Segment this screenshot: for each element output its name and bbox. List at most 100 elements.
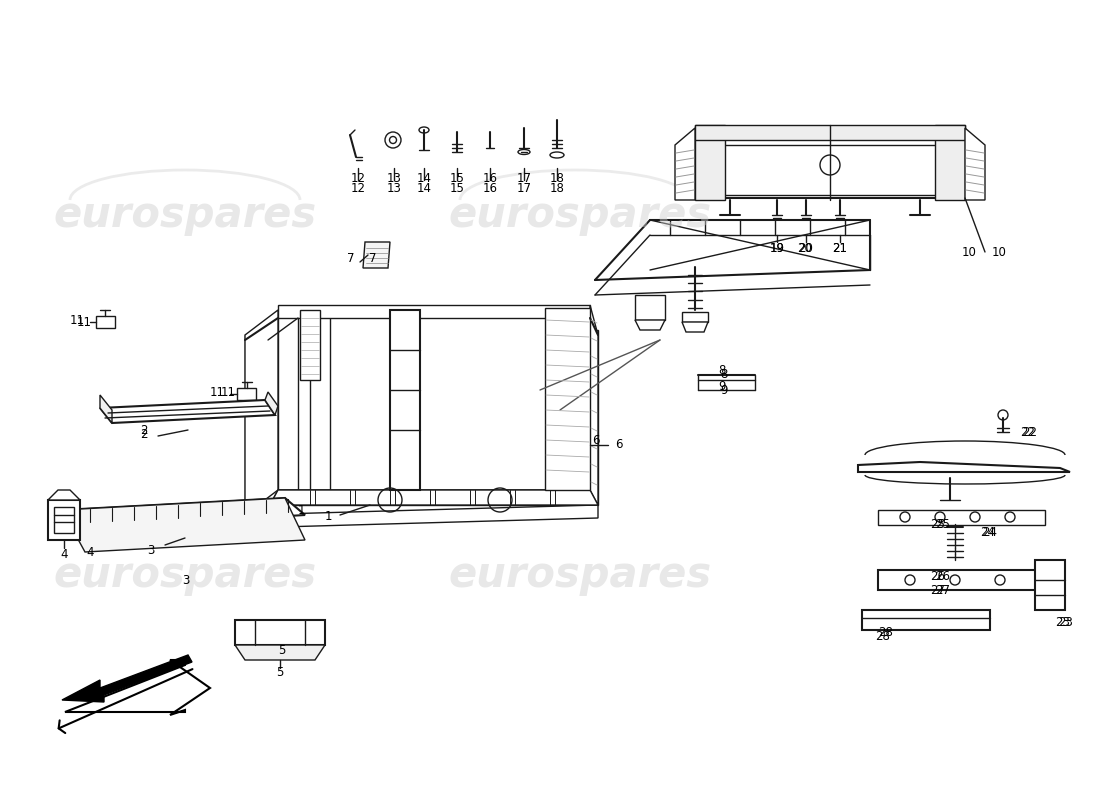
Polygon shape <box>245 335 265 515</box>
Text: 28: 28 <box>874 630 890 643</box>
Text: 14: 14 <box>417 182 431 194</box>
Text: 22: 22 <box>1020 426 1035 438</box>
Polygon shape <box>695 130 965 198</box>
Polygon shape <box>695 125 965 140</box>
Text: 26: 26 <box>930 570 945 582</box>
Text: 8: 8 <box>718 365 725 378</box>
Text: 14: 14 <box>417 171 431 185</box>
Polygon shape <box>682 322 708 332</box>
Text: eurospares: eurospares <box>449 554 712 596</box>
Polygon shape <box>235 620 324 645</box>
Text: 15: 15 <box>450 171 464 185</box>
Text: 8: 8 <box>720 369 727 382</box>
Polygon shape <box>62 498 305 552</box>
Polygon shape <box>878 570 1045 590</box>
Text: 5: 5 <box>276 666 284 679</box>
Text: 3: 3 <box>147 543 155 557</box>
Text: 2: 2 <box>141 429 149 442</box>
Text: 24: 24 <box>982 526 997 539</box>
Text: 27: 27 <box>935 583 950 597</box>
Text: 17: 17 <box>517 171 531 185</box>
Text: 18: 18 <box>550 171 564 185</box>
Text: eurospares: eurospares <box>54 194 317 236</box>
Text: 10: 10 <box>992 246 1007 258</box>
Polygon shape <box>245 310 278 515</box>
Text: 13: 13 <box>386 171 402 185</box>
Text: 10: 10 <box>962 246 977 258</box>
Polygon shape <box>265 392 278 415</box>
Text: 16: 16 <box>483 171 497 185</box>
Polygon shape <box>965 128 985 200</box>
Polygon shape <box>575 330 598 505</box>
Text: 21: 21 <box>833 242 847 254</box>
Polygon shape <box>245 505 598 528</box>
Text: 25: 25 <box>935 518 950 531</box>
Polygon shape <box>720 145 940 195</box>
Polygon shape <box>236 388 256 400</box>
Text: 26: 26 <box>935 570 950 582</box>
Text: 23: 23 <box>1055 615 1070 629</box>
Polygon shape <box>54 507 74 533</box>
Text: 12: 12 <box>351 171 365 185</box>
Polygon shape <box>590 305 598 505</box>
Text: 12: 12 <box>351 182 365 194</box>
Text: 11: 11 <box>70 314 85 326</box>
Polygon shape <box>363 242 390 268</box>
Polygon shape <box>695 125 725 200</box>
Text: 22: 22 <box>1022 426 1037 438</box>
Polygon shape <box>65 660 210 715</box>
Text: 13: 13 <box>386 182 402 194</box>
Circle shape <box>108 511 112 516</box>
Circle shape <box>147 509 153 514</box>
Text: 5: 5 <box>278 643 286 657</box>
Text: 16: 16 <box>483 182 497 194</box>
Polygon shape <box>544 308 590 490</box>
Text: 6: 6 <box>592 434 600 446</box>
Text: 11: 11 <box>210 386 225 398</box>
Text: 3: 3 <box>183 574 190 586</box>
Text: 19: 19 <box>770 242 784 254</box>
Polygon shape <box>635 295 666 320</box>
Polygon shape <box>62 655 192 702</box>
Polygon shape <box>62 498 305 528</box>
Polygon shape <box>235 645 324 660</box>
Text: 4: 4 <box>60 549 68 562</box>
Text: 11: 11 <box>77 315 92 329</box>
Polygon shape <box>278 490 590 505</box>
Text: 25: 25 <box>931 518 945 531</box>
Polygon shape <box>675 128 695 200</box>
Polygon shape <box>935 125 965 200</box>
Text: 19: 19 <box>770 242 784 254</box>
Polygon shape <box>48 500 80 540</box>
Ellipse shape <box>550 152 564 158</box>
Circle shape <box>998 410 1008 420</box>
Text: 4: 4 <box>86 546 94 558</box>
Text: 11: 11 <box>221 386 236 398</box>
Text: 9: 9 <box>718 379 726 393</box>
Text: 1: 1 <box>297 503 305 517</box>
Polygon shape <box>100 395 112 423</box>
Polygon shape <box>62 510 85 528</box>
Polygon shape <box>858 462 1070 472</box>
Circle shape <box>187 506 192 511</box>
Text: 27: 27 <box>930 583 945 597</box>
Text: 6: 6 <box>615 438 623 451</box>
Text: 28: 28 <box>878 626 893 639</box>
Polygon shape <box>270 490 598 505</box>
Text: 2: 2 <box>141 423 149 437</box>
Text: 20: 20 <box>799 242 813 254</box>
Polygon shape <box>635 320 666 330</box>
Polygon shape <box>278 310 298 490</box>
Polygon shape <box>862 610 990 630</box>
Polygon shape <box>270 490 598 505</box>
Polygon shape <box>48 490 80 500</box>
Polygon shape <box>96 316 115 328</box>
Polygon shape <box>1035 560 1065 610</box>
Text: 1: 1 <box>324 510 332 522</box>
Polygon shape <box>390 310 420 490</box>
Circle shape <box>263 502 267 507</box>
Text: 15: 15 <box>450 182 464 194</box>
Text: 7: 7 <box>370 251 377 265</box>
Ellipse shape <box>419 127 429 133</box>
Text: 9: 9 <box>720 383 727 397</box>
